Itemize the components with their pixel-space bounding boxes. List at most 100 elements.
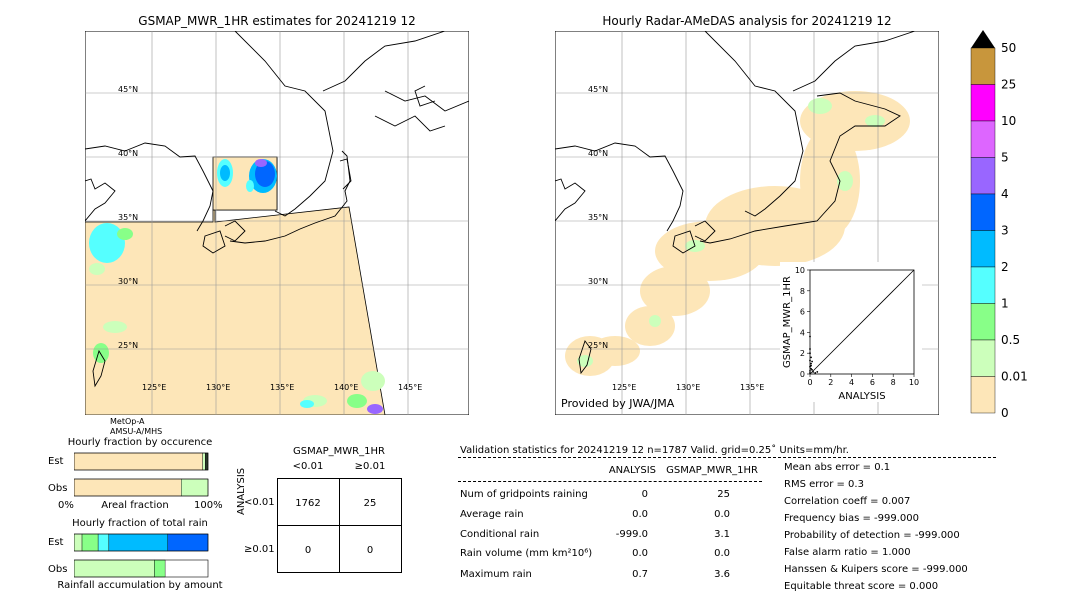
colorbar-extend-arrow bbox=[971, 30, 995, 48]
colorbar-label: 3 bbox=[1001, 224, 1009, 238]
bar-frame bbox=[74, 533, 209, 552]
colorbar-label: 0 bbox=[1001, 406, 1009, 418]
scatter-ytick-label: 4 bbox=[800, 328, 805, 337]
satellite-label-1: MetOp-A bbox=[110, 417, 145, 426]
contingency-cell: 0 bbox=[367, 545, 373, 556]
stats-row-gsmap: 0.0 bbox=[714, 548, 730, 559]
colorbar-label: 10 bbox=[1001, 114, 1016, 128]
left-lon-label: 130°E bbox=[206, 383, 230, 392]
rainfall-est-label: Est bbox=[48, 537, 64, 548]
stats-row-gsmap: 3.6 bbox=[714, 569, 730, 580]
bar-segment bbox=[202, 452, 206, 471]
scatter-xtick-label: 10 bbox=[909, 378, 919, 387]
contingency-grid: 1762 25 0 0 bbox=[277, 478, 402, 573]
contingency-col-header: <0.01 bbox=[292, 461, 324, 472]
scatter-point bbox=[812, 371, 815, 373]
colorbar-swatch bbox=[970, 47, 996, 85]
stats-row-analysis: 0.7 bbox=[632, 569, 648, 580]
score-frequency-bias: Frequency bias = -999.000 bbox=[784, 513, 919, 524]
occurrence-bars bbox=[74, 452, 209, 497]
left-map-rain bbox=[89, 159, 385, 414]
rainfall-bars bbox=[74, 533, 209, 578]
right-map-coastline bbox=[555, 31, 916, 375]
stats-row-label: Average rain bbox=[460, 509, 524, 520]
colorbar-label: 1 bbox=[1001, 297, 1009, 311]
scatter-point bbox=[809, 372, 811, 374]
score-correlation: Correlation coeff = 0.007 bbox=[784, 496, 911, 507]
colorbar-label: 0.5 bbox=[1001, 333, 1020, 347]
occurrence-title: Hourly fraction by occurence bbox=[67, 437, 213, 448]
right-lat-label: 45°N bbox=[588, 85, 608, 94]
scatter-point bbox=[816, 371, 819, 373]
stats-divider bbox=[458, 457, 996, 458]
scatter-xtick-label: 4 bbox=[849, 378, 854, 387]
colorbar-label: 2 bbox=[1001, 260, 1009, 274]
data-credit: Provided by JWA/JMA bbox=[561, 397, 675, 410]
scatter-point bbox=[809, 369, 811, 372]
scatter-point bbox=[811, 368, 813, 371]
right-lat-label: 35°N bbox=[588, 213, 608, 222]
left-map-coastline bbox=[85, 31, 469, 388]
contingency-cell: 0 bbox=[305, 545, 311, 556]
colorbar-swatch bbox=[970, 120, 996, 158]
bar-frame bbox=[74, 559, 209, 578]
left-lon-label: 145°E bbox=[398, 383, 422, 392]
right-lon-label: 135°E bbox=[740, 383, 764, 392]
score-pod: Probability of detection = -999.000 bbox=[784, 530, 960, 541]
score-far: False alarm ratio = 1.000 bbox=[784, 547, 911, 558]
scatter-ytick-label: 8 bbox=[800, 287, 805, 296]
contingency-col-header: ≥0.01 bbox=[354, 461, 386, 472]
stats-row-gsmap: 25 bbox=[717, 489, 730, 500]
stats-row-analysis: 0.0 bbox=[632, 509, 648, 520]
occurrence-xtick-right: 100% bbox=[194, 500, 223, 511]
colorbar-swatch bbox=[970, 339, 996, 377]
scatter-point bbox=[811, 360, 813, 363]
colorbar-swatch bbox=[970, 230, 996, 268]
scatter-point bbox=[810, 356, 812, 359]
left-lon-label: 140°E bbox=[334, 383, 358, 392]
stats-row-label: Num of gridpoints raining bbox=[460, 489, 588, 500]
left-lon-label: 125°E bbox=[142, 383, 166, 392]
contingency-row-header: ≥0.01 bbox=[244, 544, 275, 555]
contingency-title: GSMAP_MWR_1HR bbox=[293, 446, 385, 457]
rainfall-xlabel: Rainfall accumulation by amount bbox=[57, 580, 223, 591]
score-ets: Equitable threat score = 0.000 bbox=[784, 581, 939, 592]
left-lon-label: 135°E bbox=[270, 383, 294, 392]
scatter-ytick-label: 6 bbox=[800, 308, 805, 317]
colorbar: 50 25 10 5 4 3 2 1 0.5 0.01 0 bbox=[970, 30, 1028, 418]
scatter-xtick-label: 2 bbox=[828, 378, 833, 387]
rainfall-obs-label: Obs bbox=[48, 564, 68, 575]
scatter-point bbox=[810, 362, 812, 365]
scatter-point bbox=[809, 348, 811, 350]
right-lat-label: 40°N bbox=[588, 149, 608, 158]
bar-segment bbox=[97, 533, 110, 552]
score-mae: Mean abs error = 0.1 bbox=[784, 462, 891, 473]
scatter-xtick-label: 6 bbox=[870, 378, 875, 387]
right-lat-label: 25°N bbox=[588, 341, 608, 350]
stats-row-analysis: 0 bbox=[641, 489, 648, 500]
left-lat-label: 30°N bbox=[118, 277, 138, 286]
right-lat-label: 30°N bbox=[588, 277, 608, 286]
stats-row-analysis: 0.0 bbox=[632, 548, 648, 559]
right-map-title: Hourly Radar-AMeDAS analysis for 2024121… bbox=[602, 14, 892, 28]
scatter-ytick-label: 2 bbox=[800, 349, 805, 358]
left-map: 45°N 40°N 35°N 30°N 25°N 125°E 130°E 135… bbox=[85, 31, 469, 415]
scatter-diagonal bbox=[809, 269, 915, 375]
stats-col-analysis: ANALYSIS bbox=[608, 465, 656, 476]
scatter-point bbox=[809, 359, 811, 362]
left-map-grid bbox=[85, 31, 469, 415]
scatter-xlabel: ANALYSIS bbox=[838, 391, 885, 402]
scatter-ytick-label: 10 bbox=[795, 266, 805, 275]
contingency-cell: 25 bbox=[364, 498, 377, 509]
colorbar-swatch bbox=[970, 193, 996, 231]
contingency-row-header: <0.01 bbox=[244, 497, 275, 508]
bar-frame bbox=[74, 452, 209, 471]
scatter-point bbox=[809, 335, 811, 338]
stats-row-analysis: -999.0 bbox=[615, 529, 648, 540]
bar-segment bbox=[108, 533, 168, 552]
stats-row-gsmap: 0.0 bbox=[714, 509, 730, 520]
right-lon-label: 125°E bbox=[612, 383, 636, 392]
stats-row-label: Rain volume (mm km²10⁶) bbox=[460, 548, 593, 559]
scatter-inset: 0 2 4 6 8 10 0 2 4 6 8 10 ANALYSIS GSMAP_MWR_1HR bbox=[780, 262, 922, 402]
colorbar-swatch bbox=[970, 376, 996, 414]
